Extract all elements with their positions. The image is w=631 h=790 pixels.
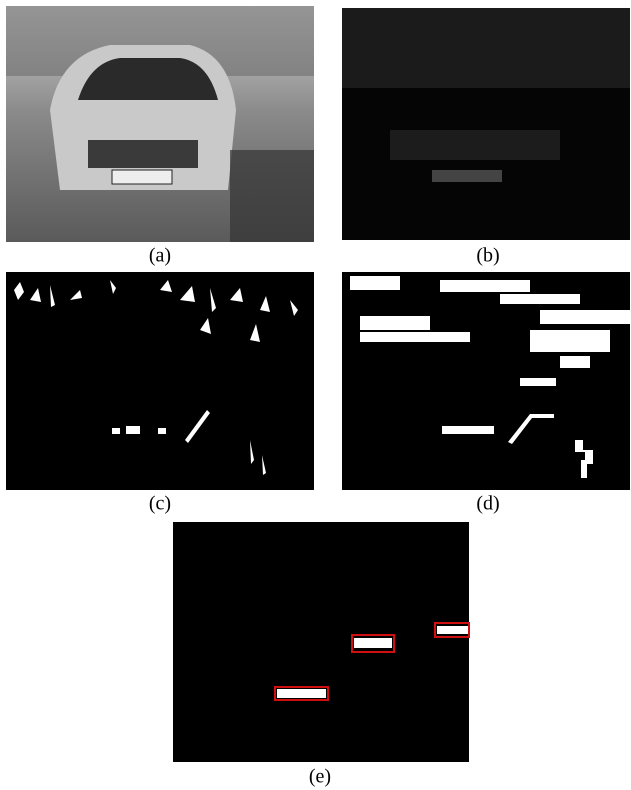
figure: (a) (b) (c) (d) (e) xyxy=(0,0,631,790)
panel-c-image xyxy=(6,272,314,490)
panel-caption: (b) xyxy=(476,245,499,267)
panel-caption: (d) xyxy=(476,493,499,515)
panel-e-image xyxy=(173,522,469,762)
panel-b-image xyxy=(342,8,630,240)
panel-a-image xyxy=(6,6,314,242)
panel-caption: (a) xyxy=(149,245,171,267)
panel-caption: (c) xyxy=(149,493,171,515)
panel-caption: (e) xyxy=(309,766,331,788)
panel-d-image xyxy=(342,272,630,490)
